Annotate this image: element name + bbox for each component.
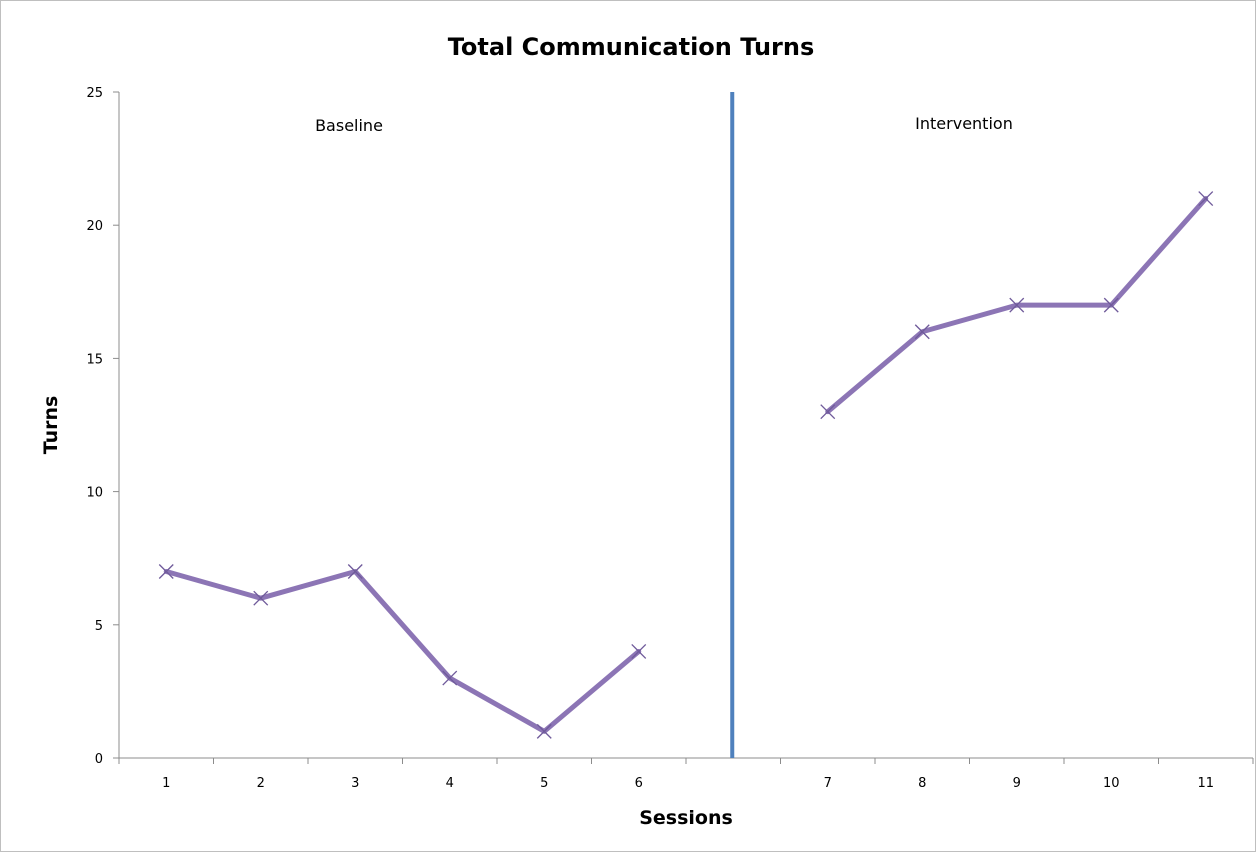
data-point-marker [253,590,269,606]
x-tick-label: 4 [446,776,454,791]
marker-stroke [347,564,363,579]
y-tick-label: 25 [86,86,103,101]
data-point-marker [1103,297,1119,313]
marker-stroke [1198,191,1214,207]
chart-title: Total Communication Turns [448,33,815,61]
data-marks [158,92,1214,758]
data-point-marker [536,723,552,739]
y-tick-label: 10 [86,486,103,501]
data-point-marker [820,404,836,420]
y-tick-label: 15 [86,352,103,367]
marker-stroke [631,643,647,659]
x-tick-label: 6 [635,776,643,791]
data-point-marker [631,643,647,659]
phase-label-intervention: Intervention [915,114,1013,133]
x-axis-title: Sessions [639,807,733,829]
marker-stroke [1009,297,1025,313]
data-point-marker [442,670,458,686]
data-point-marker [1198,191,1214,207]
marker-stroke [158,564,174,579]
x-tick-label: 2 [257,776,265,791]
x-tick-label: 3 [351,776,359,791]
marker-stroke [442,670,458,686]
data-point-marker [347,564,363,579]
marker-stroke [820,404,836,420]
marker-stroke [536,723,552,739]
y-tick-label: 0 [95,752,103,767]
x-tick-label: 8 [918,776,926,791]
y-tick-label: 5 [95,619,103,634]
marker-stroke [253,590,269,606]
series-line-baseline [163,569,642,734]
marker-stroke [1103,297,1119,313]
y-tick-label: 20 [86,219,103,234]
x-tick-label: 5 [540,776,548,791]
x-tick-label: 9 [1013,776,1021,791]
data-point-marker [1009,297,1025,313]
data-point-marker [158,564,174,579]
x-tick-label: 11 [1197,776,1214,791]
phase-label-baseline: Baseline [315,116,383,135]
marker-stroke [914,324,930,340]
y-axis-title: Turns [40,396,62,455]
x-tick-label: 10 [1103,776,1120,791]
data-point-marker [914,324,930,340]
x-tick-label: 1 [162,776,170,791]
axes: 0 5 10 15 20 25 1 2 3 4 5 6 7 8 9 10 11 [86,86,1254,791]
x-tick-label: 7 [824,776,832,791]
